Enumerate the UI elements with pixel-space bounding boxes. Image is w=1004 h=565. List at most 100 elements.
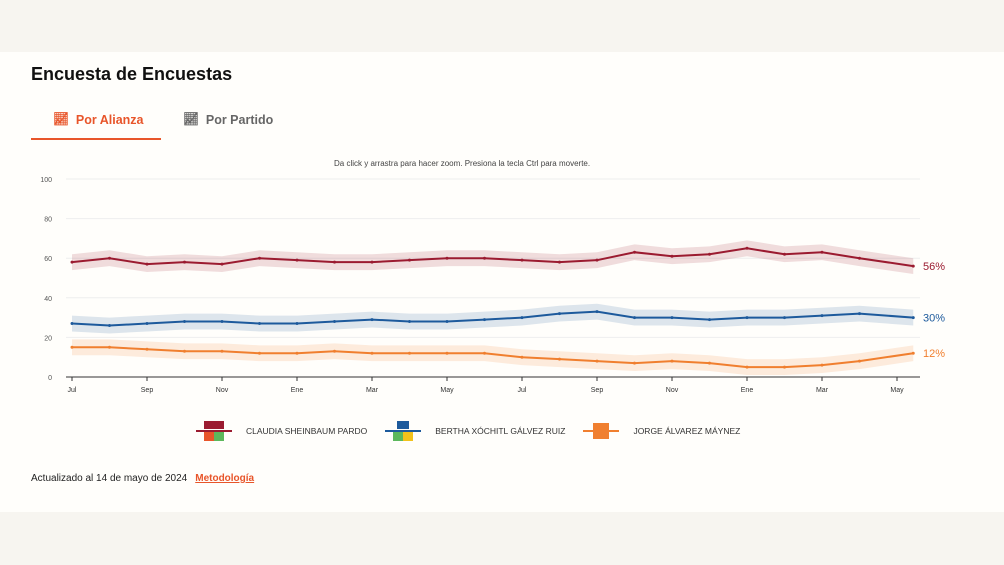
data-point	[745, 246, 749, 250]
data-point	[783, 252, 786, 256]
data-point	[633, 361, 636, 365]
data-point	[183, 320, 186, 324]
data-point	[670, 316, 674, 320]
x-tick-label: Jul	[68, 387, 77, 394]
data-point	[520, 316, 524, 320]
data-point	[445, 351, 449, 355]
data-point	[258, 351, 261, 355]
data-point	[520, 355, 524, 359]
data-point	[911, 264, 915, 268]
data-point	[445, 256, 449, 260]
updated-text: Actualizado al 14 de mayo de 2024	[31, 473, 188, 484]
line-chart-icon: 📈︎	[53, 112, 69, 126]
page-title: Encuesta de Encuestas	[31, 64, 233, 84]
data-point	[220, 320, 224, 324]
data-point	[595, 359, 599, 363]
data-point	[858, 256, 861, 260]
data-point	[745, 365, 749, 369]
data-point	[295, 351, 299, 355]
x-tick-label: Jul	[518, 387, 527, 394]
data-point	[220, 262, 224, 266]
data-point	[258, 256, 261, 260]
y-tick-label: 100	[40, 177, 52, 184]
data-point	[295, 258, 299, 262]
data-point	[670, 359, 674, 363]
data-point	[783, 316, 786, 320]
end-label: 56%	[923, 261, 945, 273]
data-point	[295, 322, 299, 326]
active-tab-indicator	[31, 138, 161, 140]
x-tick-label: Sep	[591, 387, 604, 394]
x-tick-label: Sep	[141, 387, 154, 394]
data-point	[333, 260, 336, 264]
x-tick-label: Ene	[741, 387, 754, 394]
tab-por-partido[interactable]: 📈︎ Por Partido	[183, 112, 273, 127]
tab-por-alianza[interactable]: 📈︎ Por Alianza	[53, 112, 143, 127]
data-point	[408, 320, 411, 324]
data-point	[820, 314, 824, 318]
x-tick-label: Mar	[366, 387, 379, 394]
legend-item-sheinbaum[interactable]: CLAUDIA SHEINBAUM PARDO	[196, 420, 367, 442]
poll-chart[interactable]: 0 20 40 60 80 100 Jul Sep Nov Ene Mar May Jul Sep Nov E…	[0, 170, 1004, 410]
y-tick-label: 60	[44, 256, 52, 263]
legend: CLAUDIA SHEINBAUM PARDO BERTHA XÓCHITL G…	[196, 420, 758, 442]
data-point	[70, 345, 74, 349]
data-point	[333, 320, 336, 324]
data-point	[258, 322, 261, 326]
data-point	[183, 260, 186, 264]
data-point	[483, 351, 486, 355]
data-point	[558, 312, 561, 316]
legend-label: JORGE ÁLVAREZ MÁYNEZ	[633, 426, 741, 436]
uncertainty-band	[72, 339, 914, 376]
data-point	[595, 258, 599, 262]
data-point	[858, 312, 861, 316]
methodology-link[interactable]: Metodología	[195, 473, 255, 484]
tab-label: Por Alianza	[75, 112, 144, 127]
tab-label: Por Partido	[205, 112, 274, 127]
y-tick-label: 80	[44, 217, 52, 224]
party-logo-icon	[583, 423, 620, 439]
y-tick-label: 0	[48, 375, 52, 382]
data-point	[483, 318, 486, 322]
legend-item-maynez[interactable]: JORGE ÁLVAREZ MÁYNEZ	[583, 420, 740, 442]
card	[0, 52, 1004, 512]
legend-label: BERTHA XÓCHITL GÁLVEZ RUIZ	[435, 426, 566, 436]
data-point	[108, 256, 111, 260]
data-point	[70, 260, 74, 264]
x-tick-label: Nov	[666, 387, 679, 394]
data-point	[183, 349, 186, 353]
data-point	[708, 361, 711, 365]
data-point	[911, 316, 915, 320]
legend-item-galvez[interactable]: BERTHA XÓCHITL GÁLVEZ RUIZ	[385, 420, 565, 442]
x-tick-label: Ene	[291, 387, 304, 394]
data-point	[558, 260, 561, 264]
end-label: 12%	[923, 348, 945, 360]
data-point	[145, 347, 149, 351]
data-point	[633, 316, 636, 320]
x-tick-label: Nov	[216, 387, 229, 394]
line-chart-icon: 📈︎	[183, 112, 199, 126]
footer: Actualizado al 14 de mayo de 2024 Metodol…	[31, 473, 254, 484]
coalition-logo-icon	[196, 421, 232, 441]
data-point	[483, 256, 486, 260]
data-point	[370, 351, 374, 355]
data-point	[858, 359, 861, 363]
x-tick-label: Mar	[816, 387, 829, 394]
chart-hint: Da click y arrastra para hacer zoom. Pre…	[334, 159, 591, 168]
data-point	[670, 254, 674, 258]
data-point	[911, 351, 915, 355]
data-point	[333, 349, 336, 353]
data-point	[370, 318, 374, 322]
data-point	[108, 324, 111, 328]
data-point	[595, 310, 599, 314]
data-point	[820, 250, 824, 254]
data-point	[520, 258, 524, 262]
x-tick-label: May	[890, 387, 904, 394]
data-point	[145, 262, 149, 266]
data-point	[145, 322, 149, 326]
data-point	[820, 363, 824, 367]
coalition-logo-icon	[385, 421, 422, 441]
data-point	[633, 250, 636, 254]
data-point	[745, 316, 749, 320]
